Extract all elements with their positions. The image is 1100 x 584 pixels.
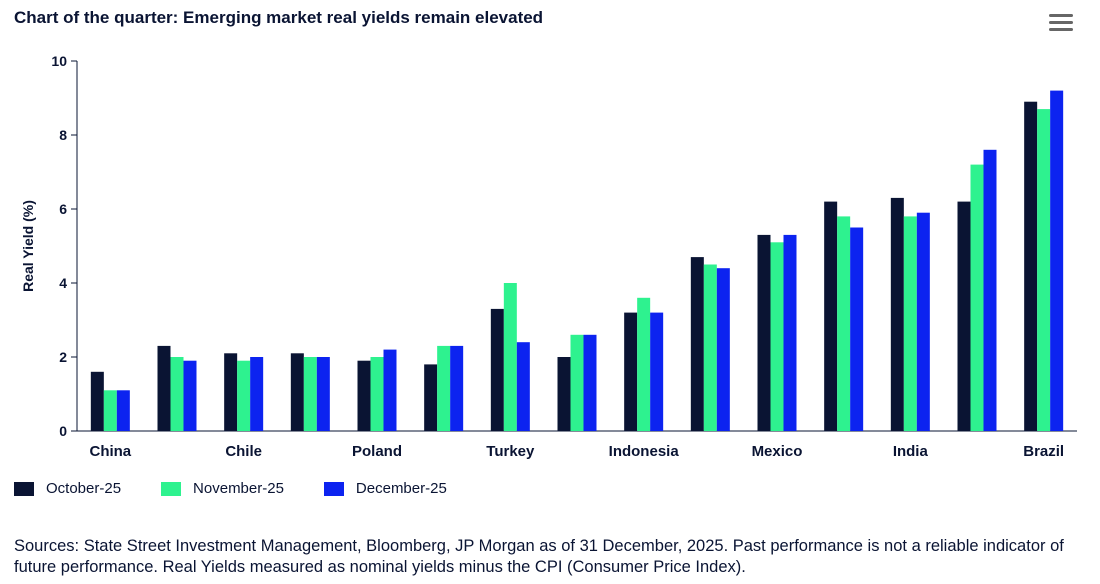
y-tick-label: 0 xyxy=(59,423,67,439)
y-tick-label: 2 xyxy=(59,349,67,365)
bar xyxy=(903,216,917,431)
bar xyxy=(570,334,584,431)
x-tick-label: China xyxy=(89,443,131,460)
bar xyxy=(783,234,797,431)
bar xyxy=(637,297,651,431)
bar xyxy=(1024,101,1038,431)
hamburger-menu-icon[interactable] xyxy=(1049,14,1073,34)
legend-item[interactable]: December-25 xyxy=(323,480,447,497)
y-axis-label: Real Yield (%) xyxy=(20,200,36,292)
bar xyxy=(850,227,864,431)
y-tick-label: 8 xyxy=(59,127,67,143)
bar-chart: Real Yield (%) 0 2 4 6 8 10 China Chile Poland Tur… xyxy=(20,53,1077,460)
bar xyxy=(90,371,104,431)
chart-legend: October-25 November-25 December-25 xyxy=(14,480,487,497)
x-tick-label: Brazil xyxy=(1023,443,1064,460)
bar xyxy=(1037,109,1051,431)
bar xyxy=(383,349,397,431)
bar xyxy=(103,390,117,431)
bar xyxy=(1050,90,1064,431)
bar xyxy=(557,357,571,431)
legend-swatch xyxy=(14,481,34,496)
legend-label: November-25 xyxy=(193,480,284,497)
bar xyxy=(237,360,251,431)
bar xyxy=(916,212,930,431)
bar xyxy=(757,234,771,431)
bar xyxy=(770,242,784,431)
bar xyxy=(703,264,717,431)
bar xyxy=(357,360,371,431)
bar xyxy=(316,357,330,431)
legend-label: December-25 xyxy=(355,480,447,497)
x-tick-label: Turkey xyxy=(486,443,535,460)
bar xyxy=(450,345,464,431)
bar xyxy=(690,257,704,431)
bar xyxy=(437,345,451,431)
x-tick-label: Chile xyxy=(225,443,262,460)
bar xyxy=(424,364,438,431)
x-tick-label: Mexico xyxy=(752,443,803,460)
legend-item[interactable]: October-25 xyxy=(14,480,121,497)
chart-title: Chart of the quarter: Emerging market re… xyxy=(14,8,544,27)
bar xyxy=(303,357,317,431)
bar xyxy=(490,308,504,431)
bar xyxy=(157,345,171,431)
x-tick-label: Indonesia xyxy=(609,443,680,460)
bar xyxy=(250,357,264,431)
x-tick-label: India xyxy=(893,443,929,460)
bar xyxy=(624,312,638,431)
bar xyxy=(983,149,997,432)
bar xyxy=(890,197,904,431)
bar xyxy=(183,360,197,431)
bar xyxy=(957,201,971,431)
bar xyxy=(716,268,730,431)
bar xyxy=(290,353,304,431)
x-tick-label: Poland xyxy=(352,443,402,460)
bar xyxy=(837,216,851,431)
legend-item[interactable]: November-25 xyxy=(161,480,284,497)
bar xyxy=(583,334,597,431)
bar xyxy=(116,390,130,431)
bar xyxy=(370,357,384,431)
bar xyxy=(824,201,838,431)
bar xyxy=(970,164,984,431)
legend-swatch xyxy=(161,481,182,496)
legend-label: October-25 xyxy=(46,480,122,497)
y-tick-label: 6 xyxy=(59,201,67,217)
bar xyxy=(170,357,184,431)
y-tick-label: 4 xyxy=(59,275,67,291)
bar xyxy=(516,342,530,431)
bar xyxy=(224,353,238,431)
bar xyxy=(650,312,664,431)
legend-swatch xyxy=(323,481,344,496)
y-tick-label: 10 xyxy=(51,53,67,69)
source-note: Sources: State Street Investment Managem… xyxy=(14,537,1064,576)
bar xyxy=(503,283,517,431)
